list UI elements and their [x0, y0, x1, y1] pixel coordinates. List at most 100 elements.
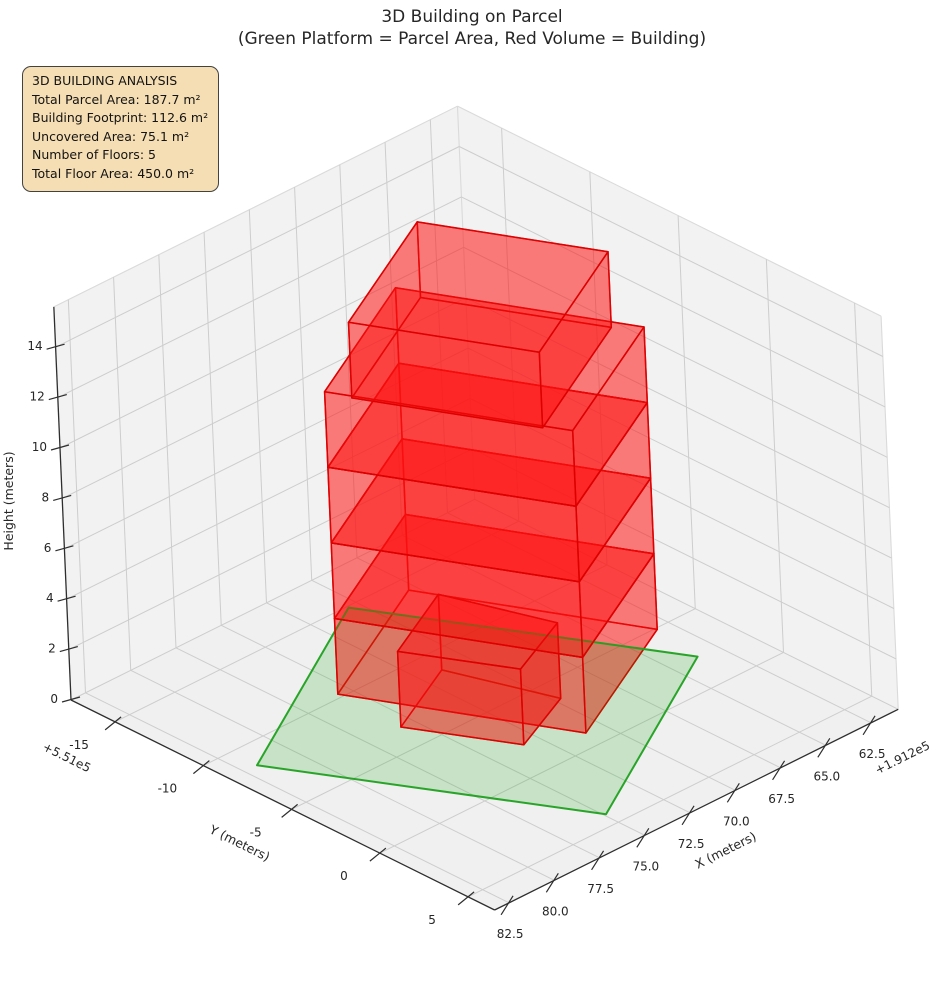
x-axis-spine	[494, 708, 899, 911]
grid-line-x-wall	[294, 187, 313, 581]
grid-line-z-right	[467, 347, 892, 559]
z-tick-label: 2	[48, 642, 56, 656]
building-face-floor-5-penthouse	[347, 321, 544, 429]
y-axis-label: Y (meters)	[206, 821, 272, 864]
y-tick-mark	[104, 716, 122, 731]
grid-line-x-wall	[429, 119, 448, 513]
y-tick-label: 5	[428, 913, 436, 927]
x-tick-mark	[545, 872, 559, 893]
z-tick-mark	[53, 494, 72, 501]
y-axis-spine	[70, 699, 495, 911]
y-tick-label: -5	[250, 825, 262, 839]
x-tick-label: 77.5	[587, 882, 614, 896]
x-tick-label: 65.0	[813, 769, 840, 783]
x-tick-label: 82.5	[497, 927, 524, 941]
grid-line-x-wall	[203, 232, 222, 626]
chart-title: 3D Building on Parcel	[381, 7, 563, 27]
z-axis-label: Height (meters)	[1, 451, 16, 550]
pane-right-edge	[880, 316, 899, 710]
analysis-info-box: 3D BUILDING ANALYSIS Total Parcel Area: …	[22, 66, 220, 192]
z-tick-label: 12	[30, 390, 45, 404]
grid-line-z-left	[55, 146, 460, 348]
grid-line-x-floor	[85, 692, 510, 904]
grid-line-x-wall	[67, 299, 86, 693]
z-tick-label: 4	[46, 591, 54, 605]
pane-back-edge	[456, 106, 476, 500]
z-tick-label: 14	[27, 339, 42, 353]
x-tick-label: 72.5	[678, 837, 705, 851]
grid-line-z-left	[64, 347, 469, 550]
z-axis-spine	[53, 306, 72, 701]
grid-line-z-right	[474, 498, 899, 710]
z-tick-label: 10	[32, 440, 47, 454]
analysis-line: Number of Floors: 5	[32, 147, 156, 163]
building-face-floor-4	[323, 390, 577, 507]
x-tick-label: 62.5	[859, 747, 886, 761]
grid-line-x-floor	[266, 602, 691, 814]
analysis-lines: Total Parcel Area: 187.7 m² Building Foot…	[32, 91, 208, 184]
grid-line-y-floor	[203, 564, 608, 767]
x-tick-mark	[862, 715, 876, 736]
x-tick-mark	[726, 782, 740, 803]
y-tick-mark	[281, 803, 299, 818]
right-wall-pane	[457, 106, 899, 710]
grid-line-z-left	[66, 398, 471, 600]
grid-line-y-wall	[501, 128, 520, 522]
grid-line-z-left	[70, 498, 475, 701]
grid-line-x-wall	[248, 209, 267, 603]
y-tick-mark	[192, 760, 210, 775]
x-tick-label: 80.0	[542, 904, 569, 918]
x-tick-mark	[817, 737, 831, 758]
z-tick-label: 6	[44, 541, 52, 555]
y-tick-label: 0	[340, 869, 348, 883]
x-tick-mark	[636, 827, 650, 848]
grid-line-x-wall	[384, 142, 403, 536]
x-tick-mark	[500, 895, 514, 916]
parcel-polygon	[256, 606, 699, 816]
analysis-line: Uncovered Area: 75.1 m²	[32, 128, 190, 144]
z-tick-mark	[61, 696, 81, 703]
x-tick-label: 75.0	[632, 859, 659, 873]
x-tick-mark	[591, 850, 605, 871]
grid-line-x-floor	[130, 669, 555, 881]
grid-line-x-floor	[221, 624, 646, 836]
grid-line-z-left	[61, 297, 467, 499]
pane-top-edge	[53, 105, 458, 308]
grid-line-x-wall	[339, 164, 358, 558]
grid-line-y-wall	[854, 303, 873, 697]
grid-line-y-wall	[589, 171, 608, 565]
z-tick-mark	[55, 545, 74, 552]
grid-line-y-wall	[765, 259, 785, 653]
floor-pane	[71, 499, 899, 910]
z-tick-mark	[59, 646, 78, 653]
z-tick-mark	[57, 595, 76, 602]
building-face-entrance-annex	[396, 650, 525, 746]
grid-line-z-left	[57, 196, 462, 399]
z-tick-label: 8	[42, 490, 50, 504]
grid-line-y-floor	[379, 651, 784, 854]
x-tick-mark	[772, 760, 786, 781]
analysis-line: Total Floor Area: 450.0 m²	[32, 165, 195, 181]
pane-top-edge	[457, 105, 882, 317]
z-tick-mark	[48, 394, 67, 401]
grid-line-z-right	[465, 297, 890, 509]
analysis-line: Building Footprint: 112.6 m²	[32, 110, 209, 126]
grid-line-x-floor	[402, 534, 827, 746]
grid-line-y-floor	[291, 608, 696, 810]
x-tick-label: 70.0	[723, 814, 750, 828]
grid-line-y-wall	[677, 215, 696, 609]
z-tick-mark	[50, 444, 70, 451]
y-tick-mark	[457, 891, 475, 906]
grid-line-x-floor	[447, 512, 872, 724]
z-tick-mark	[46, 343, 65, 350]
grid-line-z-right	[459, 146, 884, 357]
analysis-line: Total Parcel Area: 187.7 m²	[32, 91, 201, 107]
chart-subtitle: (Green Platform = Parcel Area, Red Volum…	[237, 29, 707, 49]
grid-line-x-wall	[113, 277, 132, 671]
grid-line-x-wall	[158, 254, 177, 648]
grid-line-x-floor	[175, 647, 600, 859]
y-tick-mark	[369, 847, 387, 862]
y-tick-label: -10	[158, 782, 178, 796]
